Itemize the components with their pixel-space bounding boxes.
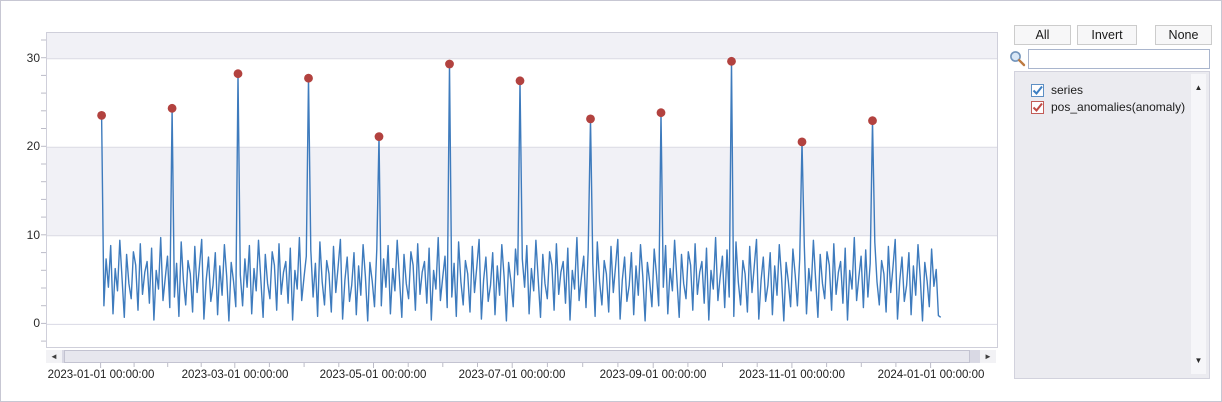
- legend-item-label: pos_anomalies(anomaly): [1051, 100, 1186, 114]
- y-tick-label: 0: [33, 316, 40, 330]
- y-tick-label: 30: [26, 51, 40, 65]
- all-button[interactable]: All: [1014, 25, 1071, 45]
- legend-filter-input[interactable]: [1028, 49, 1210, 69]
- horizontal-scrollbar-thumb[interactable]: [64, 350, 970, 363]
- scroll-down-button[interactable]: ▼: [1194, 356, 1203, 365]
- plot-area[interactable]: [46, 32, 998, 348]
- scroll-right-button[interactable]: ►: [980, 350, 996, 363]
- y-tick-label: 10: [26, 228, 40, 242]
- x-axis-ticks: [100, 363, 932, 368]
- x-tick-label: 2023-07-01 00:00:00: [458, 369, 566, 381]
- pos-anomalies-checkbox[interactable]: [1031, 100, 1044, 114]
- legend-item-series[interactable]: series: [1031, 82, 1083, 98]
- x-tick-label: 2023-03-01 00:00:00: [181, 369, 289, 381]
- legend-item-pos-anomalies[interactable]: pos_anomalies(anomaly): [1031, 99, 1185, 115]
- series-checkbox[interactable]: [1031, 83, 1044, 97]
- x-tick-label: 2023-01-01 00:00:00: [47, 369, 155, 381]
- plot-area-svg: [47, 33, 997, 325]
- scroll-up-button[interactable]: ▲: [1194, 83, 1203, 92]
- legend-item-label: series: [1051, 83, 1084, 97]
- legend-list: series pos_anomalies(anomaly) ▲ ▼: [1014, 71, 1210, 379]
- check-icon: [1032, 85, 1043, 95]
- search-icon: [1010, 51, 1026, 67]
- legend-scrollbar[interactable]: ▲ ▼: [1191, 74, 1206, 374]
- check-icon: [1032, 102, 1043, 112]
- invert-button[interactable]: Invert: [1077, 25, 1137, 45]
- none-button[interactable]: None: [1155, 25, 1212, 45]
- y-tick-label: 20: [26, 139, 40, 153]
- horizontal-scrollbar[interactable]: ◄ ►: [46, 350, 996, 363]
- y-axis-ticks: [41, 39, 46, 342]
- x-tick-label: 2023-11-01 00:00:00: [739, 369, 845, 381]
- x-tick-label: 2023-05-01 00:00:00: [319, 369, 427, 381]
- x-tick-label: 2024-01-01 00:00:00: [877, 369, 985, 381]
- x-tick-label: 2023-09-01 00:00:00: [599, 369, 707, 381]
- scroll-left-button[interactable]: ◄: [46, 350, 62, 363]
